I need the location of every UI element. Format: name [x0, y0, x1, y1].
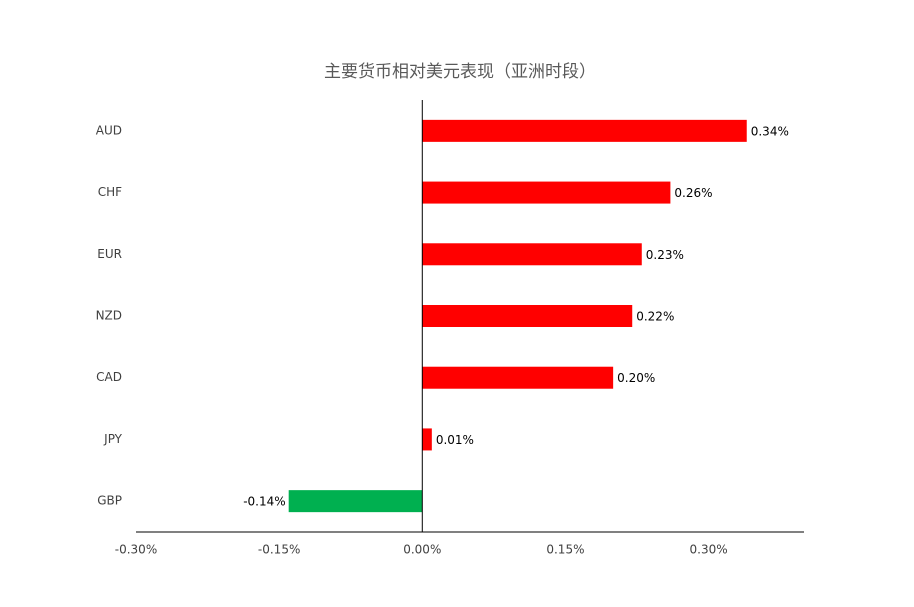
y-tick-label: JPY [103, 432, 123, 446]
data-label: 0.34% [751, 124, 789, 138]
data-label: 0.20% [617, 371, 655, 385]
data-label: 0.01% [436, 433, 474, 447]
y-tick-label: AUD [96, 123, 122, 137]
x-tick-label: 0.00% [403, 543, 441, 557]
y-tick-label: GBP [97, 494, 122, 508]
x-tick-label: 0.15% [546, 543, 584, 557]
x-tick-label: -0.15% [258, 543, 300, 557]
x-tick-label: -0.30% [115, 543, 157, 557]
y-tick-label: NZD [96, 309, 122, 323]
data-label: 0.23% [646, 248, 684, 262]
data-label: -0.14% [243, 495, 285, 509]
bar [422, 243, 642, 266]
bar [422, 366, 614, 389]
bar [422, 181, 671, 204]
bar [422, 305, 633, 327]
bar [422, 428, 432, 451]
y-tick-label: CHF [98, 185, 122, 199]
bar [422, 119, 747, 142]
y-tick-label: CAD [96, 370, 122, 384]
x-tick-label: 0.30% [690, 543, 728, 557]
bar [288, 490, 423, 513]
data-label: 0.26% [674, 186, 712, 200]
chart-title: 主要货币相对美元表现（亚洲时段） [324, 62, 596, 82]
y-tick-label: EUR [97, 247, 122, 261]
data-label: 0.22% [636, 310, 674, 324]
